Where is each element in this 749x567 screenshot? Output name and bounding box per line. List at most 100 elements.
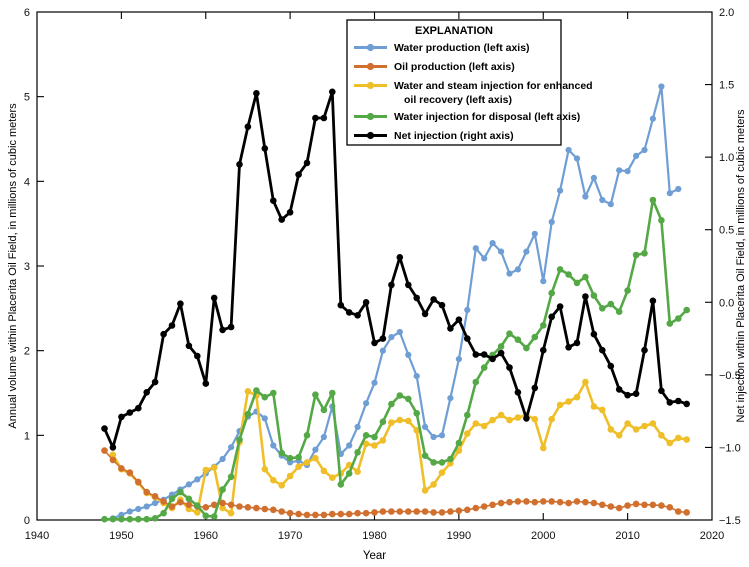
data-point-oil-production [556, 498, 564, 506]
data-point-steam-injection [658, 432, 665, 439]
data-point-net-injection [219, 326, 226, 334]
data-point-net-injection [143, 389, 150, 396]
legend-item-label: Oil production (left axis) [394, 61, 515, 73]
data-point-oil-production [615, 504, 623, 512]
data-point-oil-production [464, 506, 471, 514]
data-point-net-injection [118, 413, 125, 421]
series-water-production [109, 83, 682, 522]
data-point-water-production [194, 476, 201, 483]
x-axis-tick-label: 1940 [25, 530, 49, 542]
data-point-net-injection [649, 297, 657, 305]
x-axis-tick-label: 1960 [194, 530, 218, 542]
data-point-disposal-injection [244, 410, 252, 418]
data-point-steam-injection [388, 419, 395, 426]
data-point-oil-production [371, 509, 378, 516]
data-point-steam-injection [413, 427, 421, 434]
data-point-oil-production [337, 510, 345, 518]
y-right-axis-title: Net injection within Placerita Oil Field… [735, 109, 747, 423]
data-point-oil-production [177, 498, 184, 506]
data-point-water-production [354, 423, 361, 430]
data-point-disposal-injection [480, 364, 488, 371]
data-point-disposal-injection [320, 406, 328, 414]
data-point-net-injection [413, 294, 421, 302]
series-steam-injection [109, 378, 690, 517]
data-point-water-production [388, 334, 395, 341]
data-point-water-production [557, 187, 564, 194]
data-point-net-injection [497, 349, 505, 357]
data-point-steam-injection [497, 411, 505, 419]
data-point-steam-injection [464, 430, 471, 437]
data-point-disposal-injection [421, 452, 429, 460]
data-point-net-injection [160, 330, 167, 338]
data-point-net-injection [480, 351, 488, 358]
data-point-net-injection [464, 335, 471, 342]
data-point-disposal-injection [151, 515, 159, 522]
data-point-disposal-injection [371, 433, 378, 441]
data-point-net-injection [599, 346, 606, 354]
series-line-oil-production [103, 450, 687, 516]
data-point-steam-injection [219, 504, 226, 512]
data-point-water-production [489, 240, 496, 247]
data-point-disposal-injection [548, 289, 555, 297]
data-point-disposal-injection [649, 196, 657, 204]
data-point-steam-injection [480, 422, 488, 430]
data-point-disposal-injection [236, 436, 243, 443]
series-disposal-injection [101, 196, 690, 523]
data-point-water-production [514, 266, 522, 273]
data-point-disposal-injection [405, 395, 412, 403]
y-left-tick-label: 1 [24, 430, 30, 442]
data-point-water-production [447, 395, 454, 402]
data-point-disposal-injection [143, 515, 150, 523]
data-point-water-production [430, 433, 437, 441]
data-point-oil-production [388, 508, 395, 515]
data-point-net-injection [126, 409, 134, 416]
data-point-disposal-injection [573, 279, 581, 287]
data-point-water-production [270, 442, 277, 449]
data-point-oil-production [135, 478, 142, 486]
data-point-water-production [607, 201, 614, 208]
y-left-tick-label: 6 [24, 7, 30, 19]
data-point-steam-injection [227, 509, 235, 517]
data-point-steam-injection [438, 469, 446, 476]
data-point-oil-production [143, 488, 150, 496]
data-point-water-production [472, 245, 479, 252]
data-point-net-injection [151, 378, 159, 386]
data-point-disposal-injection [185, 495, 193, 503]
data-point-disposal-injection [354, 449, 361, 456]
data-point-water-production [396, 328, 403, 336]
data-point-water-production [616, 167, 623, 174]
data-point-steam-injection [295, 463, 302, 471]
data-point-water-production [649, 115, 657, 122]
data-point-oil-production [480, 503, 488, 510]
data-point-oil-production [320, 511, 328, 519]
data-point-oil-production [219, 499, 226, 507]
data-point-steam-injection [624, 420, 631, 427]
data-point-oil-production [405, 508, 412, 515]
legend-item-net-injection: Net injection (right axis) [354, 130, 514, 142]
data-point-disposal-injection [556, 266, 564, 273]
data-point-net-injection [405, 281, 412, 289]
data-point-steam-injection [683, 436, 690, 443]
data-point-net-injection [531, 384, 539, 392]
data-point-net-injection [455, 316, 463, 324]
data-point-steam-injection [244, 388, 252, 395]
data-point-oil-production [582, 498, 589, 506]
data-point-oil-production [540, 498, 547, 505]
data-point-oil-production [210, 501, 218, 509]
data-point-water-production [126, 508, 133, 515]
data-point-oil-production [599, 501, 606, 509]
legend-item-disposal-injection: Water injection for disposal (left axis) [354, 111, 580, 123]
data-point-net-injection [253, 90, 260, 97]
data-point-disposal-injection [210, 513, 218, 520]
data-point-steam-injection [202, 466, 210, 474]
data-point-disposal-injection [118, 515, 125, 523]
data-point-oil-production [168, 503, 176, 510]
data-point-disposal-injection [607, 300, 615, 308]
data-point-steam-injection [540, 444, 547, 452]
data-point-steam-injection [489, 416, 496, 424]
legend-swatch-marker [366, 81, 375, 90]
series-line-disposal-injection [104, 198, 688, 521]
data-point-oil-production [413, 508, 421, 515]
data-point-net-injection [565, 344, 572, 351]
data-point-net-injection [472, 351, 480, 358]
